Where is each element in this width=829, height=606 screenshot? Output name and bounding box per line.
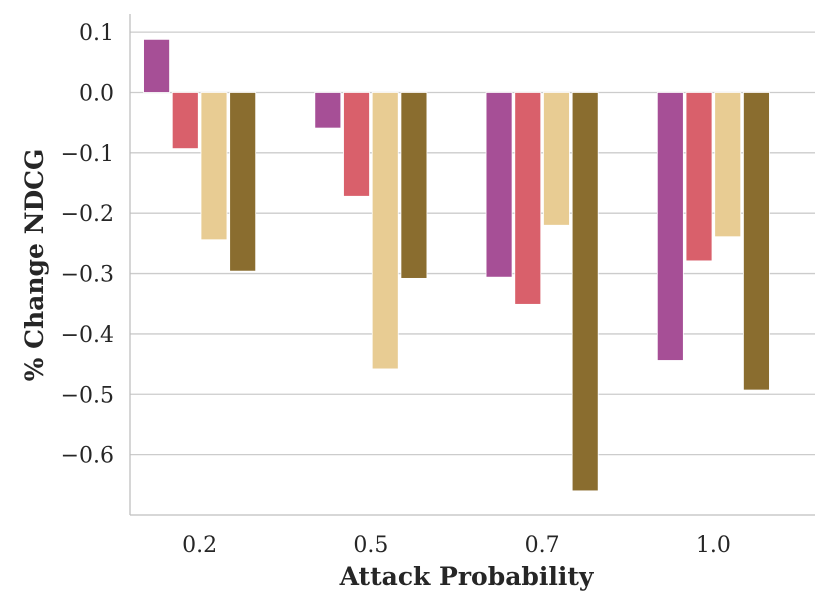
bar-series-3-0.5: [371, 92, 399, 370]
bar-series-2-0.5: [343, 92, 370, 197]
bar-series-2-0.7: [514, 92, 542, 305]
bar-series-1-1.0: [656, 92, 684, 361]
bar-series-1-0.2: [143, 38, 170, 93]
y-tick-label: −0.4: [61, 323, 114, 348]
bars: [143, 38, 770, 492]
bar-series-3-1.0: [714, 92, 742, 238]
x-tick-label: 0.7: [525, 533, 560, 558]
bar-series-4-1.0: [743, 92, 770, 391]
y-tick-label: −0.6: [61, 444, 114, 469]
y-tick-label: 0.0: [79, 81, 114, 106]
x-tick-labels: 0.2 0.5 0.7 1.0: [182, 533, 731, 558]
bar-series-4-0.5: [400, 92, 428, 279]
y-tick-label: −0.5: [61, 383, 114, 408]
bar-series-4-0.2: [229, 92, 257, 272]
bar-series-2-0.2: [171, 92, 199, 150]
x-tick-label: 0.2: [182, 533, 217, 558]
y-axis-label: % Change NDCG: [20, 149, 49, 382]
x-tick-label: 1.0: [696, 533, 731, 558]
bar-series-2-1.0: [685, 92, 713, 262]
y-tick-label: −0.3: [61, 263, 114, 288]
bar-series-3-0.2: [200, 92, 228, 241]
y-tick-label: −0.1: [61, 142, 114, 167]
bar-series-1-0.5: [314, 92, 342, 129]
y-tick-label: −0.2: [61, 202, 114, 227]
bar-series-1-0.7: [485, 92, 513, 278]
y-tick-labels: 0.1 0.0 −0.1 −0.2 −0.3 −0.4 −0.5 −0.6: [61, 21, 114, 469]
x-tick-label: 0.5: [353, 533, 388, 558]
y-tick-label: 0.1: [79, 21, 114, 46]
bar-series-4-0.7: [571, 92, 599, 492]
bar-series-3-0.7: [543, 92, 570, 226]
x-axis-label: Attack Probability: [339, 562, 595, 591]
